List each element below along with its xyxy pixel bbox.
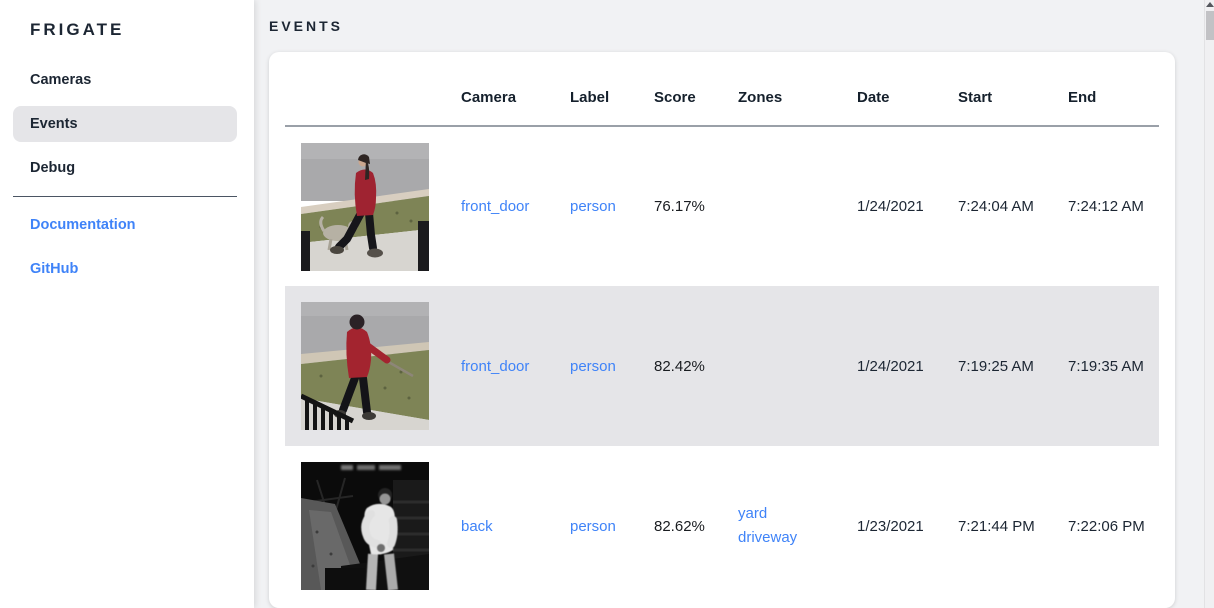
event-row[interactable]: back person 82.62% yard driveway 1/23/20… xyxy=(285,446,1159,606)
sidebar-link-documentation[interactable]: Documentation xyxy=(13,207,237,243)
zone-link[interactable]: yard xyxy=(738,505,768,522)
start-time: 7:24:04 AM xyxy=(958,198,1034,215)
score-value: 76.17% xyxy=(654,198,705,215)
column-thumbnail xyxy=(285,52,461,127)
column-zones: Zones xyxy=(738,52,857,127)
scrollbar-up-arrow-icon[interactable] xyxy=(1206,2,1214,7)
score-value: 82.62% xyxy=(654,517,705,535)
column-score: Score xyxy=(654,52,738,127)
sidebar-divider xyxy=(13,196,237,197)
scrollbar[interactable] xyxy=(1204,0,1214,608)
sidebar-item-cameras[interactable]: Cameras xyxy=(13,62,237,98)
scrollbar-thumb[interactable] xyxy=(1206,11,1214,40)
date-value: 1/24/2021 xyxy=(857,198,924,215)
column-end: End xyxy=(1068,52,1159,127)
zones-cell: yard driveway xyxy=(738,446,857,606)
column-label: Label xyxy=(570,52,654,127)
sidebar: FRIGATE Cameras Events Debug Documentati… xyxy=(0,0,254,608)
sidebar-link-label: Documentation xyxy=(30,217,136,233)
date-value: 1/23/2021 xyxy=(857,517,924,535)
label-link[interactable]: person xyxy=(570,357,616,375)
label-link[interactable]: person xyxy=(570,198,616,215)
column-camera: Camera xyxy=(461,52,570,127)
sidebar-item-label: Debug xyxy=(30,160,76,176)
start-time: 7:19:25 AM xyxy=(958,357,1034,375)
events-card: Camera Label Score Zones Date Start End xyxy=(269,52,1175,608)
date-value: 1/24/2021 xyxy=(857,357,924,375)
end-time: 7:19:35 AM xyxy=(1068,357,1144,375)
event-thumbnail[interactable] xyxy=(301,142,429,271)
table-header: Camera Label Score Zones Date Start End xyxy=(285,52,1159,127)
score-value: 82.42% xyxy=(654,357,705,375)
sidebar-item-label: Cameras xyxy=(30,72,92,88)
sidebar-item-debug[interactable]: Debug xyxy=(13,150,237,186)
sidebar-item-events[interactable]: Events xyxy=(13,106,237,142)
event-row-selected[interactable]: front_door person 82.42% 1/24/2021 7:19:… xyxy=(285,286,1159,446)
column-start: Start xyxy=(958,52,1068,127)
app-logo[interactable]: FRIGATE xyxy=(30,20,125,39)
sidebar-item-label: Events xyxy=(30,116,78,132)
event-thumbnail[interactable] xyxy=(301,462,429,590)
start-time: 7:21:44 PM xyxy=(958,517,1035,535)
camera-link[interactable]: back xyxy=(461,517,493,535)
end-time: 7:24:12 AM xyxy=(1068,198,1144,215)
main-content: EVENTS Camera Label Score Zones Date Sta… xyxy=(254,0,1214,608)
event-thumbnail[interactable] xyxy=(301,302,429,430)
end-time: 7:22:06 PM xyxy=(1068,517,1145,535)
label-link[interactable]: person xyxy=(570,517,616,535)
zone-link[interactable]: driveway xyxy=(738,529,798,546)
zones-cell xyxy=(738,286,857,446)
camera-link[interactable]: front_door xyxy=(461,198,530,215)
events-table: Camera Label Score Zones Date Start End xyxy=(285,52,1159,606)
column-date: Date xyxy=(857,52,958,127)
zones-cell xyxy=(738,126,857,286)
page-title: EVENTS xyxy=(269,18,344,34)
camera-link[interactable]: front_door xyxy=(461,357,530,375)
event-row[interactable]: front_door person 76.17% 1/24/2021 7:24:… xyxy=(285,126,1159,286)
sidebar-nav: Cameras Events Debug Documentation GitHu… xyxy=(0,40,254,287)
sidebar-link-github[interactable]: GitHub xyxy=(13,251,237,287)
sidebar-link-label: GitHub xyxy=(30,261,79,277)
